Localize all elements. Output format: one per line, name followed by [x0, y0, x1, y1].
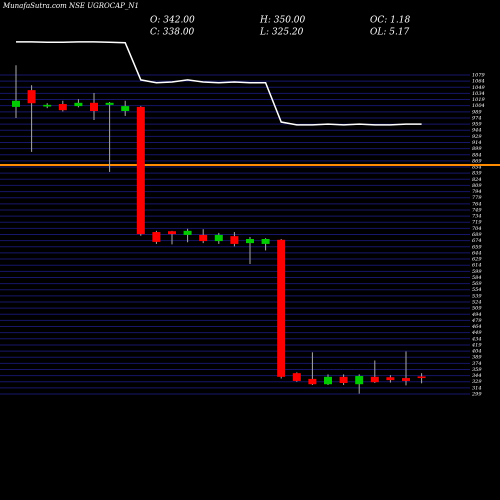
y-tick-label: 914: [472, 140, 482, 146]
y-tick-label: 314: [472, 385, 482, 391]
y-tick-label: 509: [472, 306, 482, 312]
y-tick-label: 599: [472, 269, 482, 275]
y-tick-label: 389: [472, 355, 482, 361]
y-tick-label: 884: [472, 152, 482, 158]
y-tick-label: 644: [472, 250, 482, 256]
y-tick-label: 419: [471, 342, 482, 348]
y-tick-label: 674: [472, 238, 482, 244]
y-tick-label: 839: [472, 171, 482, 177]
y-tick-label: 689: [472, 232, 482, 238]
y-tick-label: 1034: [472, 91, 485, 97]
y-tick-label: 719: [472, 220, 482, 226]
stat-label: OL: 5.17: [370, 28, 410, 38]
y-tick-label: 779: [472, 195, 482, 201]
y-tick-label: 869: [472, 158, 482, 164]
y-tick-label: 809: [472, 183, 482, 189]
y-tick-label: 989: [472, 109, 482, 115]
y-tick-label: 404: [471, 349, 482, 355]
y-tick-label: 569: [472, 281, 482, 287]
overlay-line: [16, 41, 422, 126]
candle-body: [12, 100, 20, 107]
candle-body: [168, 231, 176, 235]
y-tick-label: 344: [472, 373, 482, 379]
y-tick-label: 749: [472, 207, 482, 213]
y-tick-label: 824: [472, 177, 482, 183]
candle-body: [58, 104, 67, 111]
candle-body: [246, 239, 254, 244]
y-tick-label: 974: [472, 115, 482, 121]
chart-title: MunafaSutra.com NSE UGROCAP_N1: [2, 2, 139, 10]
stat-label: L: 325.20: [259, 28, 304, 38]
y-tick-label: 494: [471, 312, 482, 318]
y-tick-label: 1019: [472, 97, 486, 103]
y-tick-label: 1049: [472, 85, 486, 91]
candle-body: [277, 239, 286, 377]
candle-body: [43, 104, 52, 107]
y-tick-label: 1004: [472, 103, 485, 109]
y-tick-label: 554: [472, 287, 482, 293]
candle-body: [27, 90, 36, 104]
y-tick-label: 1079: [472, 73, 486, 79]
candle-body: [402, 378, 410, 381]
y-tick-label: 464: [471, 324, 482, 330]
candle-body: [292, 373, 301, 381]
candle-body: [324, 376, 332, 385]
y-tick-label: 374: [472, 361, 482, 367]
y-tick-label: 299: [471, 392, 482, 398]
y-tick-label: 479: [471, 318, 482, 324]
y-tick-label: 629: [472, 257, 482, 263]
y-tick-label: 944: [472, 128, 482, 134]
y-tick-label: 1064: [472, 79, 485, 85]
candle-body: [152, 232, 161, 242]
candle-body: [90, 102, 98, 111]
y-tick-label: 539: [472, 293, 482, 299]
candle-body: [121, 106, 130, 111]
candle-body: [183, 230, 192, 235]
candle-body: [230, 236, 239, 244]
candle-body: [136, 106, 145, 235]
y-tick-label: 584: [472, 275, 482, 281]
y-tick-label: 929: [472, 134, 482, 140]
y-tick-label: 449: [471, 330, 482, 336]
y-tick-label: 734: [472, 214, 482, 220]
y-tick-label: 659: [472, 244, 482, 250]
stat-label: C: 338.00: [150, 28, 195, 38]
stat-label: H: 350.00: [259, 16, 306, 26]
candle-body: [417, 376, 426, 379]
stat-label: OC: 1.18: [370, 16, 410, 26]
candle-body: [261, 239, 270, 244]
y-tick-label: 899: [472, 146, 482, 152]
candle-body: [386, 377, 395, 381]
y-tick-label: 434: [471, 336, 482, 342]
y-tick-label: 359: [472, 367, 482, 373]
candle-body: [214, 234, 223, 242]
candle-body: [74, 102, 83, 107]
y-tick-label: 329: [472, 379, 482, 385]
y-tick-label: 704: [472, 226, 482, 232]
y-tick-label: 764: [472, 201, 482, 207]
candle-body: [199, 234, 208, 242]
candle-body: [370, 376, 379, 383]
y-tick-label: 959: [472, 122, 482, 128]
candle-body: [339, 376, 348, 383]
y-tick-label: 854: [472, 165, 482, 171]
y-tick-label: 794: [472, 189, 482, 195]
stat-label: O: 342.00: [150, 16, 195, 26]
y-tick-label: 614: [472, 263, 482, 269]
y-tick-label: 524: [472, 299, 482, 305]
candle-body: [355, 376, 364, 385]
candle-body: [308, 378, 317, 385]
candle-body: [105, 102, 114, 105]
